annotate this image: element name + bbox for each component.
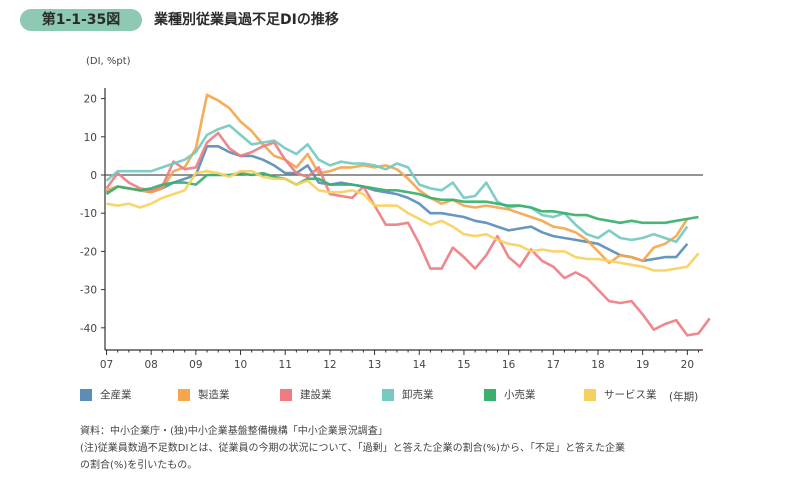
source-text: 資料：中小企業庁・(独)中小企業基盤整備機構「中小企業景況調査」: [80, 426, 388, 437]
x-tick-label: 13: [368, 359, 381, 371]
figure-title: 業種別従業員過不足DIの推移: [154, 12, 339, 28]
legend-swatch: [584, 388, 596, 401]
legend-item: サービス業: [584, 387, 657, 402]
axes: 20 10 0 -10 -20 -30 -40 07 08 09 10 11 12 13 14 15 16 17 1…: [80, 88, 703, 371]
legend-item: 製造業: [178, 387, 230, 402]
legend-label: 小売業: [504, 389, 536, 401]
series-line-5: [106, 169, 700, 272]
series-lines: [105, 93, 711, 337]
x-tick-label: 20: [681, 359, 694, 371]
x-tick-label: 11: [279, 359, 292, 371]
x-tick-label: 18: [591, 359, 604, 371]
legend-item: 建設業: [280, 387, 332, 402]
x-tick-label: 09: [189, 359, 202, 371]
legend-swatch: [280, 388, 292, 401]
figure-number-badge: 第1-1-35図: [20, 9, 142, 31]
y-tick-label: 0: [90, 170, 97, 182]
note-line-1: (注)従業員数過不足数DIとは、従業員の今期の状況について、「過剰」と答えた企業…: [80, 443, 625, 454]
y-tick-label: -30: [80, 285, 97, 297]
x-tick-label: 19: [636, 359, 649, 371]
y-tick-label: 10: [84, 132, 97, 144]
y-tick-label: -20: [80, 246, 97, 258]
series-line-2: [105, 131, 711, 337]
x-axis-unit-label: (年期): [669, 391, 699, 403]
legend-swatch: [484, 388, 496, 401]
x-tick-label: 14: [413, 359, 427, 371]
legend: 全産業 製造業 建設業 卸売業 小売業 サービス業: [80, 387, 720, 407]
legend-item: 小売業: [484, 387, 536, 402]
legend-swatch: [382, 388, 394, 401]
y-tick-label: -40: [80, 323, 97, 335]
legend-label: サービス業: [604, 389, 657, 401]
legend-item: 全産業: [80, 387, 132, 402]
x-tick-label: 07: [100, 359, 113, 371]
legend-label: 全産業: [100, 389, 132, 401]
series-line-1: [106, 93, 689, 265]
note-line-2: の割合(%)を引いたもの。: [80, 460, 198, 471]
legend-swatch: [80, 388, 92, 401]
notes: 資料：中小企業庁・(独)中小企業基盤整備機構「中小企業景況調査」 (注)従業員数…: [80, 423, 780, 474]
series-line-3: [105, 124, 689, 244]
legend-label: 建設業: [300, 389, 332, 401]
x-tick-label: 15: [457, 359, 470, 371]
y-tick-label: 20: [84, 94, 97, 106]
legend-label: 製造業: [198, 389, 230, 401]
legend-swatch: [178, 388, 190, 401]
series-line-4: [105, 171, 699, 225]
x-tick-label: 16: [502, 359, 516, 371]
x-tick-label: 17: [547, 359, 560, 371]
x-tick-label: 08: [144, 359, 157, 371]
x-tick-label: 12: [323, 359, 336, 371]
y-axis-unit-label: (DI, %pt): [86, 56, 131, 67]
legend-item: 卸売業: [382, 387, 434, 402]
x-tick-label: 10: [234, 359, 247, 371]
y-tick-label: -10: [80, 208, 97, 220]
legend-label: 卸売業: [402, 389, 434, 401]
